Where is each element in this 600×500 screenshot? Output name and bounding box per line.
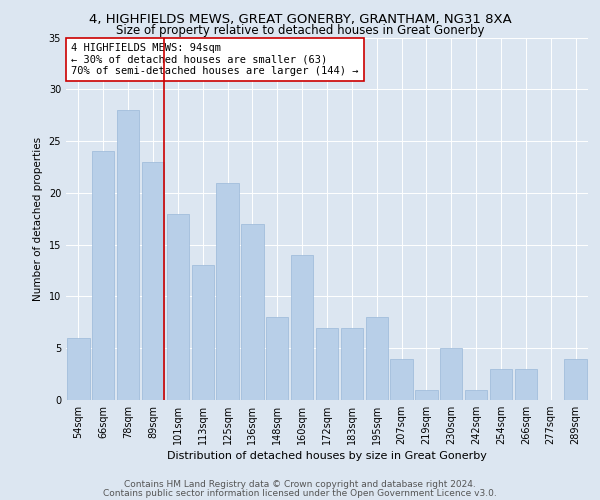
X-axis label: Distribution of detached houses by size in Great Gonerby: Distribution of detached houses by size …: [167, 452, 487, 462]
Bar: [142, 162, 164, 400]
Bar: [316, 328, 338, 400]
Text: Contains HM Land Registry data © Crown copyright and database right 2024.: Contains HM Land Registry data © Crown c…: [124, 480, 476, 489]
Bar: [341, 328, 363, 400]
Bar: [391, 358, 413, 400]
Bar: [291, 255, 313, 400]
Text: Size of property relative to detached houses in Great Gonerby: Size of property relative to detached ho…: [116, 24, 484, 37]
Bar: [117, 110, 139, 400]
Bar: [465, 390, 487, 400]
Bar: [515, 369, 537, 400]
Bar: [167, 214, 189, 400]
Bar: [266, 317, 289, 400]
Text: 4 HIGHFIELDS MEWS: 94sqm
← 30% of detached houses are smaller (63)
70% of semi-d: 4 HIGHFIELDS MEWS: 94sqm ← 30% of detach…: [71, 43, 359, 76]
Bar: [217, 182, 239, 400]
Bar: [565, 358, 587, 400]
Y-axis label: Number of detached properties: Number of detached properties: [33, 136, 43, 301]
Bar: [67, 338, 89, 400]
Bar: [440, 348, 463, 400]
Bar: [191, 266, 214, 400]
Bar: [92, 152, 115, 400]
Bar: [241, 224, 263, 400]
Text: Contains public sector information licensed under the Open Government Licence v3: Contains public sector information licen…: [103, 488, 497, 498]
Bar: [415, 390, 437, 400]
Text: 4, HIGHFIELDS MEWS, GREAT GONERBY, GRANTHAM, NG31 8XA: 4, HIGHFIELDS MEWS, GREAT GONERBY, GRANT…: [89, 12, 511, 26]
Bar: [365, 317, 388, 400]
Bar: [490, 369, 512, 400]
